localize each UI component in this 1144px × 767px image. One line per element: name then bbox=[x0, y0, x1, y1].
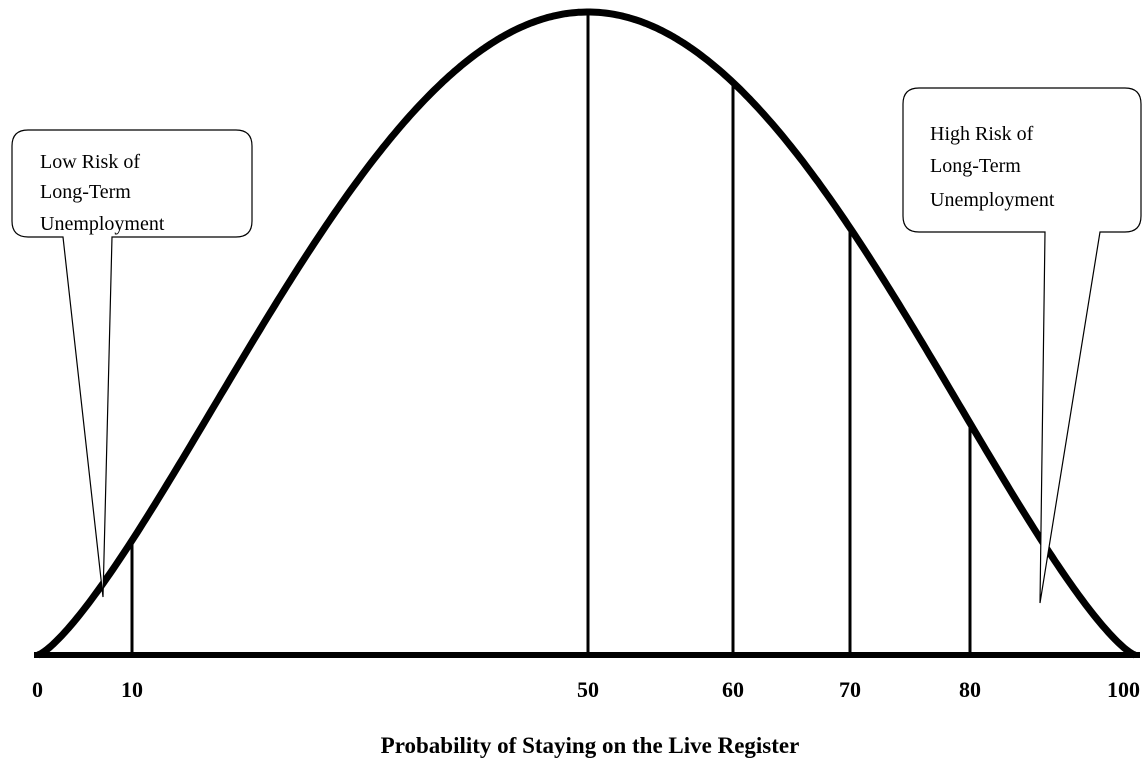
callout-text: Unemployment bbox=[40, 213, 165, 235]
axis-title: Probability of Staying on the Live Regis… bbox=[381, 733, 800, 758]
callout-box bbox=[902, 87, 1142, 604]
callout-text: High Risk of bbox=[930, 123, 1034, 145]
tick-label: 70 bbox=[839, 677, 861, 702]
callout-text: Unemployment bbox=[930, 189, 1055, 211]
callout-text: Low Risk of bbox=[40, 151, 140, 173]
tick-label: 10 bbox=[121, 677, 143, 702]
shapes bbox=[34, 8, 1140, 659]
tick-label: 80 bbox=[959, 677, 981, 702]
callout-text: Long-Term bbox=[40, 181, 131, 203]
tick-label: 60 bbox=[722, 677, 744, 702]
bell-curve bbox=[36, 8, 1137, 659]
callout-box bbox=[11, 129, 253, 598]
tick-label: 0 bbox=[32, 677, 43, 702]
tick-label: 50 bbox=[577, 677, 599, 702]
tick-label: 100 bbox=[1107, 677, 1140, 702]
callout-text: Long-Term bbox=[930, 155, 1021, 177]
